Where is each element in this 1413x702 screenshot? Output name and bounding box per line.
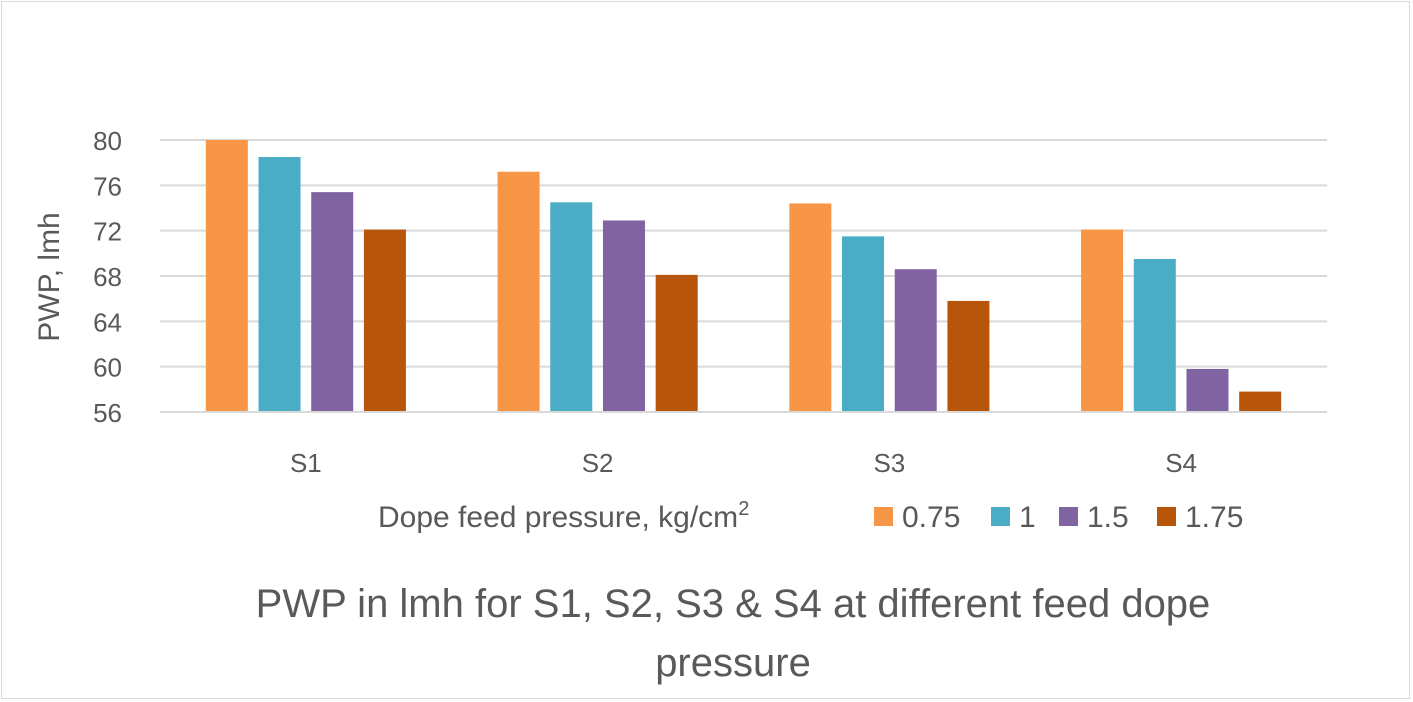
y-tick-label: 60 — [93, 353, 122, 383]
y-tick-label: 68 — [93, 262, 122, 292]
legend-swatch-0_75 — [874, 507, 893, 526]
x-tick-label: S2 — [582, 448, 614, 478]
bar-s1-1_75 — [363, 229, 406, 412]
bar-s3-1_5 — [894, 269, 937, 412]
bar-s2-1 — [550, 202, 593, 412]
x-tick-label: S1 — [290, 448, 322, 478]
x-tick-label: S4 — [1165, 448, 1197, 478]
y-tick-label: 76 — [93, 171, 122, 201]
y-tick-label: 80 — [93, 126, 122, 156]
bar-s1-0_75 — [205, 140, 248, 412]
bar-s4-0_75 — [1081, 229, 1124, 412]
bar-s1-1_5 — [311, 192, 354, 412]
legend: Dope feed pressure, kg/cm2 0.75 1 1.5 1.75 — [378, 498, 1243, 534]
bar-s3-1_75 — [947, 300, 990, 412]
bar-s4-1 — [1133, 259, 1176, 412]
bar-s4-1_75 — [1239, 391, 1282, 412]
bar-s4-1_5 — [1186, 368, 1229, 412]
bar-s3-1 — [842, 236, 885, 412]
legend-label-1_5: 1.5 — [1087, 501, 1129, 534]
y-tick-label: 72 — [93, 217, 122, 247]
legend-label-1: 1 — [1019, 501, 1036, 534]
legend-label-0_75: 0.75 — [902, 501, 960, 534]
bar-s2-0_75 — [497, 171, 540, 412]
legend-swatch-1 — [991, 507, 1010, 526]
legend-title: Dope feed pressure, kg/cm2 — [378, 498, 749, 534]
bars — [205, 140, 1282, 412]
bar-s2-1_5 — [602, 220, 645, 412]
chart-title-line-1: PWP in lmh for S1, S2, S3 & S4 at differ… — [256, 582, 1211, 626]
bar-s2-1_75 — [655, 274, 698, 412]
legend-swatch-1_5 — [1059, 507, 1078, 526]
bar-s3-0_75 — [789, 203, 832, 412]
y-tick-label: 64 — [93, 307, 122, 337]
legend-swatch-1_75 — [1157, 507, 1176, 526]
x-tick-label: S3 — [873, 448, 905, 478]
y-axis-label: PWP, lmh — [33, 212, 66, 341]
chart-title-line-2: pressure — [655, 641, 811, 685]
legend-label-1_75: 1.75 — [1185, 501, 1243, 534]
bar-s1-1 — [258, 157, 301, 412]
y-tick-label: 56 — [93, 398, 122, 428]
y-axis-ticks: 56 60 64 68 72 76 80 — [93, 126, 122, 428]
x-axis-ticks: S1 S2 S3 S4 — [290, 448, 1197, 478]
